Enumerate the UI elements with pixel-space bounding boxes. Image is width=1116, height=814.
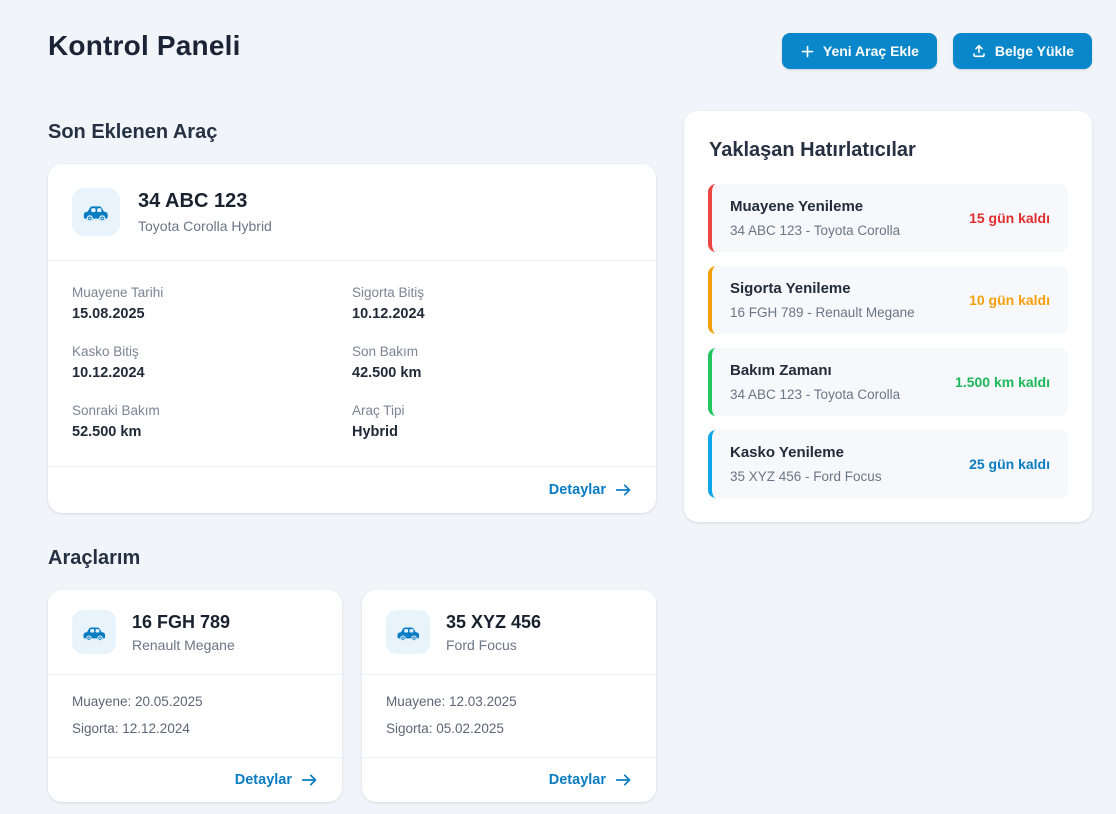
- vehicle-card-header: 34 ABC 123 Toyota Corolla Hybrid: [48, 164, 656, 260]
- add-vehicle-button[interactable]: Yeni Araç Ekle: [781, 33, 937, 69]
- my-vehicles-section: Araçlarım 16 FGH 789 Renault Megane: [48, 547, 656, 802]
- detail-label: Sonraki Bakım: [72, 403, 160, 418]
- topbar: Kontrol Paneli Yeni Araç Ekle Belge Yükl…: [48, 30, 1092, 69]
- detail-cell-muayene-tarihi: Muayene Tarihi 15.08.2025: [72, 285, 352, 322]
- reminder-item-muayene: Muayene Yenileme 34 ABC 123 - Toyota Cor…: [708, 184, 1068, 252]
- detail-cell-arac-tipi: Araç Tipi Hybrid: [352, 403, 632, 440]
- detail-value: Hybrid: [352, 424, 398, 440]
- vehicle-info-sigorta: Sigorta: 05.02.2025: [386, 721, 504, 736]
- left-column: Son Eklenen Araç 34 ABC 123 Toyota Corol…: [48, 111, 656, 802]
- vehicle-card-header: 16 FGH 789 Renault Megane: [48, 590, 342, 674]
- plus-icon: [800, 44, 815, 59]
- vehicle-info-muayene: Muayene: 20.05.2025: [72, 694, 203, 709]
- divider: [48, 260, 656, 261]
- reminder-text: Kasko Yenileme 35 XYZ 456 - Ford Focus: [730, 444, 882, 484]
- arrow-right-icon: [301, 773, 318, 787]
- reminder-badge: 10 gün kaldı: [969, 292, 1050, 308]
- reminder-text: Muayene Yenileme 34 ABC 123 - Toyota Cor…: [730, 198, 900, 238]
- vehicle-info: Muayene: 12.03.2025 Sigorta: 05.02.2025: [362, 675, 656, 757]
- upload-document-button-label: Belge Yükle: [994, 43, 1074, 59]
- vehicle-model: Renault Megane: [132, 636, 235, 653]
- vehicle-detail-grid: Muayene Tarihi 15.08.2025 Sigorta Bitiş …: [48, 261, 656, 466]
- arrow-right-icon: [615, 773, 632, 787]
- section-title-my-vehicles: Araçlarım: [48, 547, 141, 569]
- section-title-last-added: Son Eklenen Araç: [48, 121, 218, 143]
- reminder-text: Sigorta Yenileme 16 FGH 789 - Renault Me…: [730, 280, 915, 320]
- detail-cell-sigorta-bitis: Sigorta Bitiş 10.12.2024: [352, 285, 632, 322]
- reminder-badge: 1.500 km kaldı: [955, 374, 1050, 390]
- vehicle-model: Toyota Corolla Hybrid: [138, 218, 272, 234]
- car-icon: [386, 610, 430, 654]
- reminder-badge: 25 gün kaldı: [969, 456, 1050, 472]
- topbar-actions: Yeni Araç Ekle Belge Yükle: [781, 30, 1092, 69]
- vehicle-plate: 35 XYZ 456: [446, 611, 542, 632]
- detail-cell-kasko-bitis: Kasko Bitiş 10.12.2024: [72, 344, 352, 381]
- reminder-subtitle: 34 ABC 123 - Toyota Corolla: [730, 387, 901, 402]
- reminder-item-bakim: Bakım Zamanı 34 ABC 123 - Toyota Corolla…: [708, 348, 1068, 416]
- car-icon: [72, 610, 116, 654]
- vehicle-plate: 34 ABC 123: [138, 190, 248, 212]
- car-icon: [72, 188, 120, 236]
- content-grid: Son Eklenen Araç 34 ABC 123 Toyota Corol…: [48, 111, 1092, 802]
- detail-label: Araç Tipi: [352, 403, 405, 418]
- reminder-subtitle: 16 FGH 789 - Renault Megane: [730, 305, 915, 320]
- card-footer: Detaylar: [48, 758, 342, 802]
- details-link-vehicle-2[interactable]: Detaylar: [549, 772, 632, 788]
- reminder-title: Bakım Zamanı: [730, 362, 832, 379]
- detail-label: Son Bakım: [352, 344, 419, 359]
- details-link-label: Detaylar: [234, 772, 292, 788]
- reminder-title: Kasko Yenileme: [730, 444, 844, 461]
- reminders-panel: Yaklaşan Hatırlatıcılar Muayene Yenileme…: [684, 111, 1092, 522]
- details-link-last-added[interactable]: Detaylar: [549, 482, 632, 498]
- last-added-vehicle-card: 34 ABC 123 Toyota Corolla Hybrid Muayene…: [48, 164, 656, 513]
- card-footer: Detaylar: [48, 467, 656, 513]
- detail-label: Sigorta Bitiş: [352, 285, 425, 300]
- reminder-item-kasko: Kasko Yenileme 35 XYZ 456 - Ford Focus 2…: [708, 430, 1068, 498]
- divider: [362, 757, 656, 758]
- detail-value: 10.12.2024: [72, 365, 145, 381]
- vehicle-identity: 34 ABC 123 Toyota Corolla Hybrid: [138, 190, 272, 234]
- upload-icon: [971, 43, 987, 59]
- vehicle-plate: 16 FGH 789: [132, 611, 231, 632]
- details-link-label: Detaylar: [548, 482, 606, 498]
- detail-cell-sonraki-bakim: Sonraki Bakım 52.500 km: [72, 403, 352, 440]
- reminder-badge: 15 gün kaldı: [969, 210, 1050, 226]
- vehicle-model: Ford Focus: [446, 636, 517, 653]
- details-link-vehicle-1[interactable]: Detaylar: [235, 772, 318, 788]
- vehicle-info-sigorta: Sigorta: 12.12.2024: [72, 721, 190, 736]
- detail-value: 52.500 km: [72, 424, 142, 440]
- vehicle-card-16-fgh-789: 16 FGH 789 Renault Megane Muayene: 20.05…: [48, 590, 342, 802]
- reminder-item-sigorta: Sigorta Yenileme 16 FGH 789 - Renault Me…: [708, 266, 1068, 334]
- detail-cell-son-bakim: Son Bakım 42.500 km: [352, 344, 632, 381]
- reminders-title: Yaklaşan Hatırlatıcılar: [709, 139, 916, 161]
- divider: [48, 674, 342, 675]
- reminder-title: Sigorta Yenileme: [730, 280, 851, 297]
- reminder-text: Bakım Zamanı 34 ABC 123 - Toyota Corolla: [730, 362, 900, 402]
- upload-document-button[interactable]: Belge Yükle: [952, 33, 1092, 69]
- vehicle-identity: 16 FGH 789 Renault Megane: [132, 612, 235, 653]
- arrow-right-icon: [615, 483, 632, 497]
- reminder-subtitle: 35 XYZ 456 - Ford Focus: [730, 469, 882, 484]
- detail-label: Muayene Tarihi: [72, 285, 164, 300]
- page-title: Kontrol Paneli: [48, 30, 241, 61]
- divider: [48, 757, 342, 758]
- vehicle-info: Muayene: 20.05.2025 Sigorta: 12.12.2024: [48, 675, 342, 757]
- reminder-subtitle: 34 ABC 123 - Toyota Corolla: [730, 223, 901, 238]
- details-link-label: Detaylar: [548, 772, 606, 788]
- detail-value: 10.12.2024: [352, 306, 425, 322]
- card-footer: Detaylar: [362, 758, 656, 802]
- reminder-title: Muayene Yenileme: [730, 198, 864, 215]
- add-vehicle-button-label: Yeni Araç Ekle: [822, 43, 919, 59]
- vehicle-card-header: 35 XYZ 456 Ford Focus: [362, 590, 656, 674]
- detail-label: Kasko Bitiş: [72, 344, 139, 359]
- divider: [362, 674, 656, 675]
- vehicle-card-35-xyz-456: 35 XYZ 456 Ford Focus Muayene: 12.03.202…: [362, 590, 656, 802]
- detail-value: 15.08.2025: [72, 306, 145, 322]
- vehicle-identity: 35 XYZ 456 Ford Focus: [446, 612, 541, 653]
- vehicle-cards: 16 FGH 789 Renault Megane Muayene: 20.05…: [48, 590, 656, 802]
- divider: [48, 466, 656, 467]
- detail-value: 42.500 km: [352, 365, 422, 381]
- vehicle-info-muayene: Muayene: 12.03.2025: [386, 694, 517, 709]
